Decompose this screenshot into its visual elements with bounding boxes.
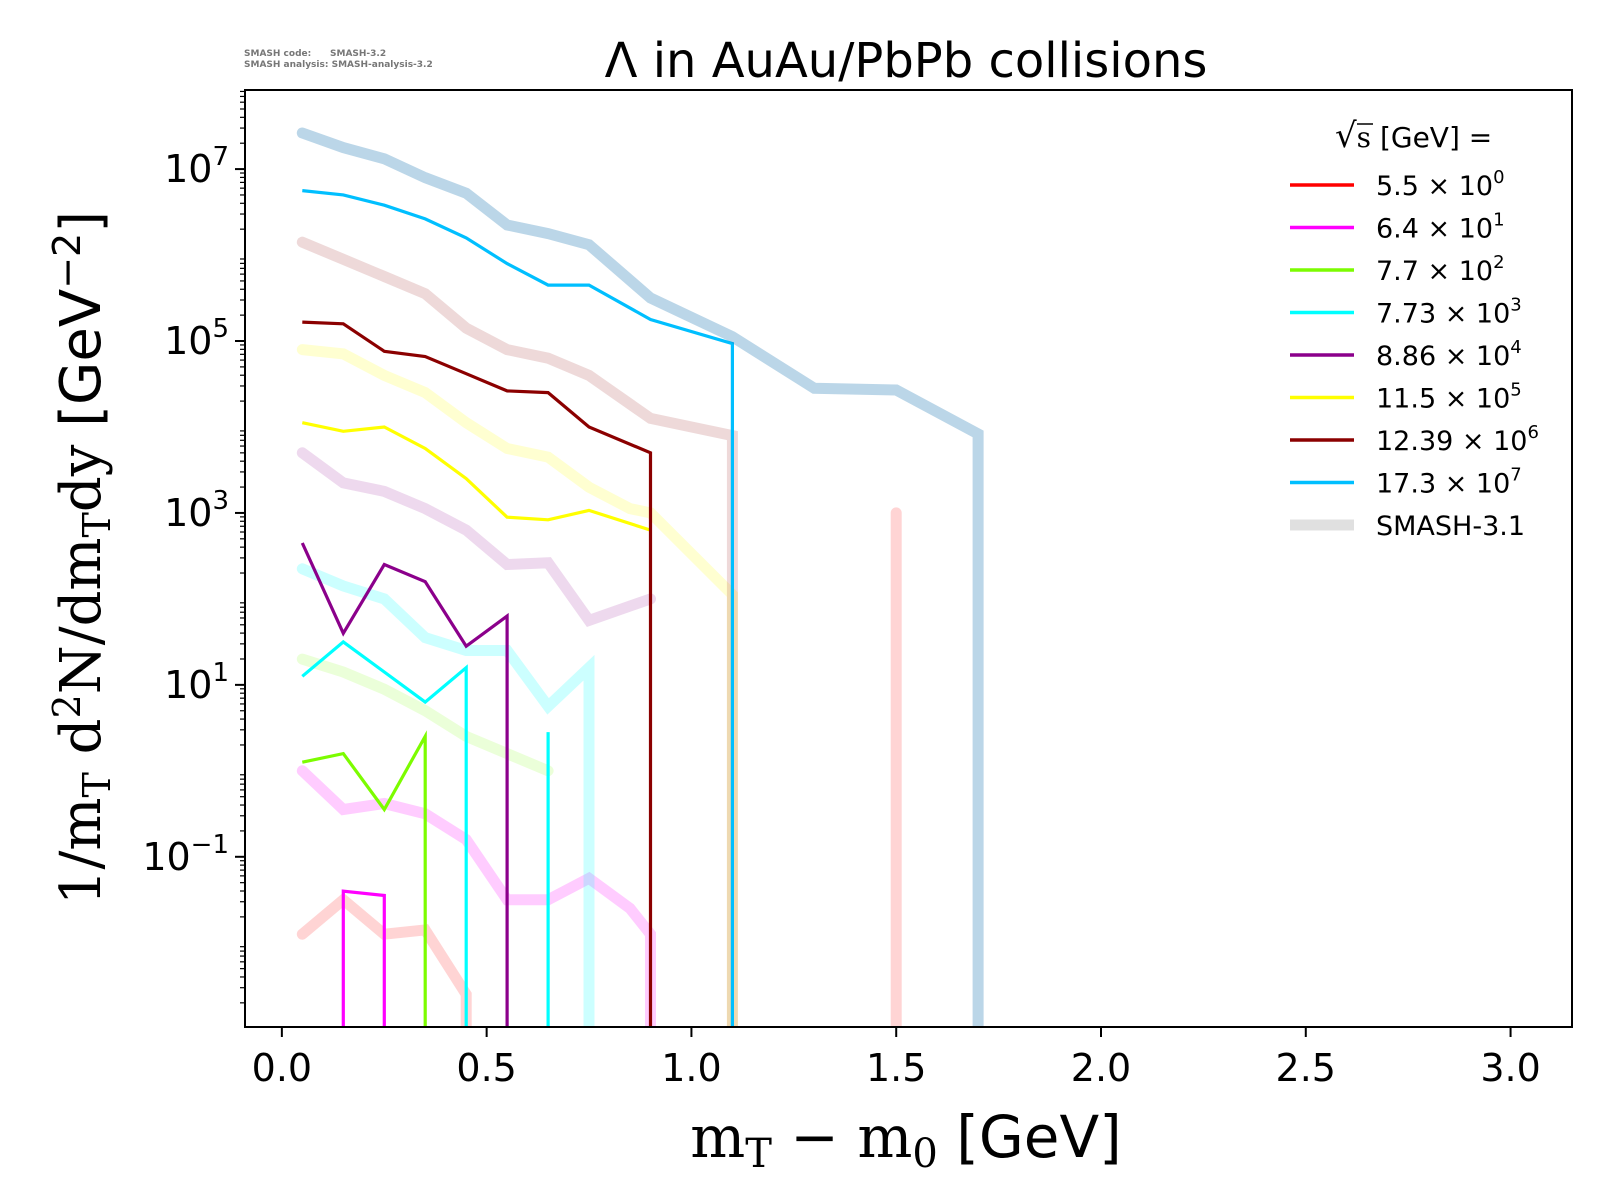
series-line-4 [301,730,427,1027]
series-line-6 [301,639,550,1027]
x-label-main: m [690,1103,745,1171]
y-axis-label: 1/mT d2N/dmTdy [GeV−2] [45,211,119,905]
y-label-unit-close: ] [49,211,114,233]
credits-line-1: SMASH code: SMASH-3.2 [244,49,387,59]
series-line-2 [341,889,386,1027]
x-label-minus: − m [772,1103,912,1171]
y-label-s2: T [75,512,119,537]
chart-title: Λ in AuAu/PbPb collisions [605,33,1208,89]
reference-line-15 [296,127,984,1027]
series-line-10 [301,421,651,532]
legend-label: 11.5 × 105 [1376,380,1522,415]
reference-line-11 [296,344,738,1027]
reference-line-3 [296,765,656,1027]
legend-title: √s [GeV] = [1335,116,1492,156]
legend-label: 6.4 × 101 [1376,210,1505,245]
reference-line-13 [296,236,738,1027]
y-label-unit-exp: −2 [45,233,89,289]
y-label-p4: dy [49,444,114,512]
series-line-14 [302,189,734,1027]
plot-frame [244,89,1573,1028]
legend-label: 8.86 × 104 [1376,337,1522,372]
x-tick-label: 0.0 [252,1046,312,1090]
x-tick-label: 2.0 [1071,1046,1131,1090]
x-tick-label: 1.0 [661,1046,721,1090]
legend-label: 17.3 × 107 [1376,465,1522,500]
y-tick-label: 10−1 [142,830,229,879]
legend-label: 5.5 × 100 [1376,167,1505,202]
x-axis-label: mT − m0 [GeV] [690,1103,1122,1177]
credits-text: SMASH code: SMASH-3.2 SMASH analysis: SMA… [244,49,433,71]
x-label-sub2: 0 [912,1131,937,1177]
y-tick-label: 103 [164,486,229,535]
x-tick-label: 0.5 [456,1046,516,1090]
x-tick-label: 3.0 [1480,1046,1540,1090]
y-label-unit: [GeV [49,289,114,445]
y-tick-label: 107 [164,142,229,191]
x-tick-label: 1.5 [866,1046,926,1090]
y-label-s1: T [75,772,119,797]
series-line-12 [302,320,653,1027]
credits-line-2: SMASH analysis: SMASH-analysis-3.2 [244,60,433,70]
legend-label: 7.7 × 102 [1376,252,1505,287]
y-label-p1: 1/m [49,797,114,905]
legend-label-reference: SMASH-3.1 [1376,511,1525,542]
x-tick-label: 2.5 [1276,1046,1336,1090]
y-tick-label: 101 [164,658,229,707]
series-line-8 [300,542,509,1027]
x-label-unit: [GeV] [938,1103,1122,1171]
y-label-p2: d [49,718,114,772]
reference-line-1 [296,507,902,1027]
y-label-sup: 2 [45,694,89,718]
y-tick-label: 105 [164,314,229,363]
reference-line-7 [296,563,595,1027]
legend-label: 7.73 × 103 [1376,295,1522,330]
sqrt-symbol-icon: √ [1335,116,1357,156]
y-label-p3: N/dm [49,537,114,694]
legend-label: 12.39 × 106 [1376,422,1539,457]
reference-line-9 [296,447,656,627]
legend: √s [GeV] = 5.5 × 100 6.4 × 101 7.7 × 102 7.7… [1290,116,1539,542]
x-label-sub: T [745,1131,772,1177]
